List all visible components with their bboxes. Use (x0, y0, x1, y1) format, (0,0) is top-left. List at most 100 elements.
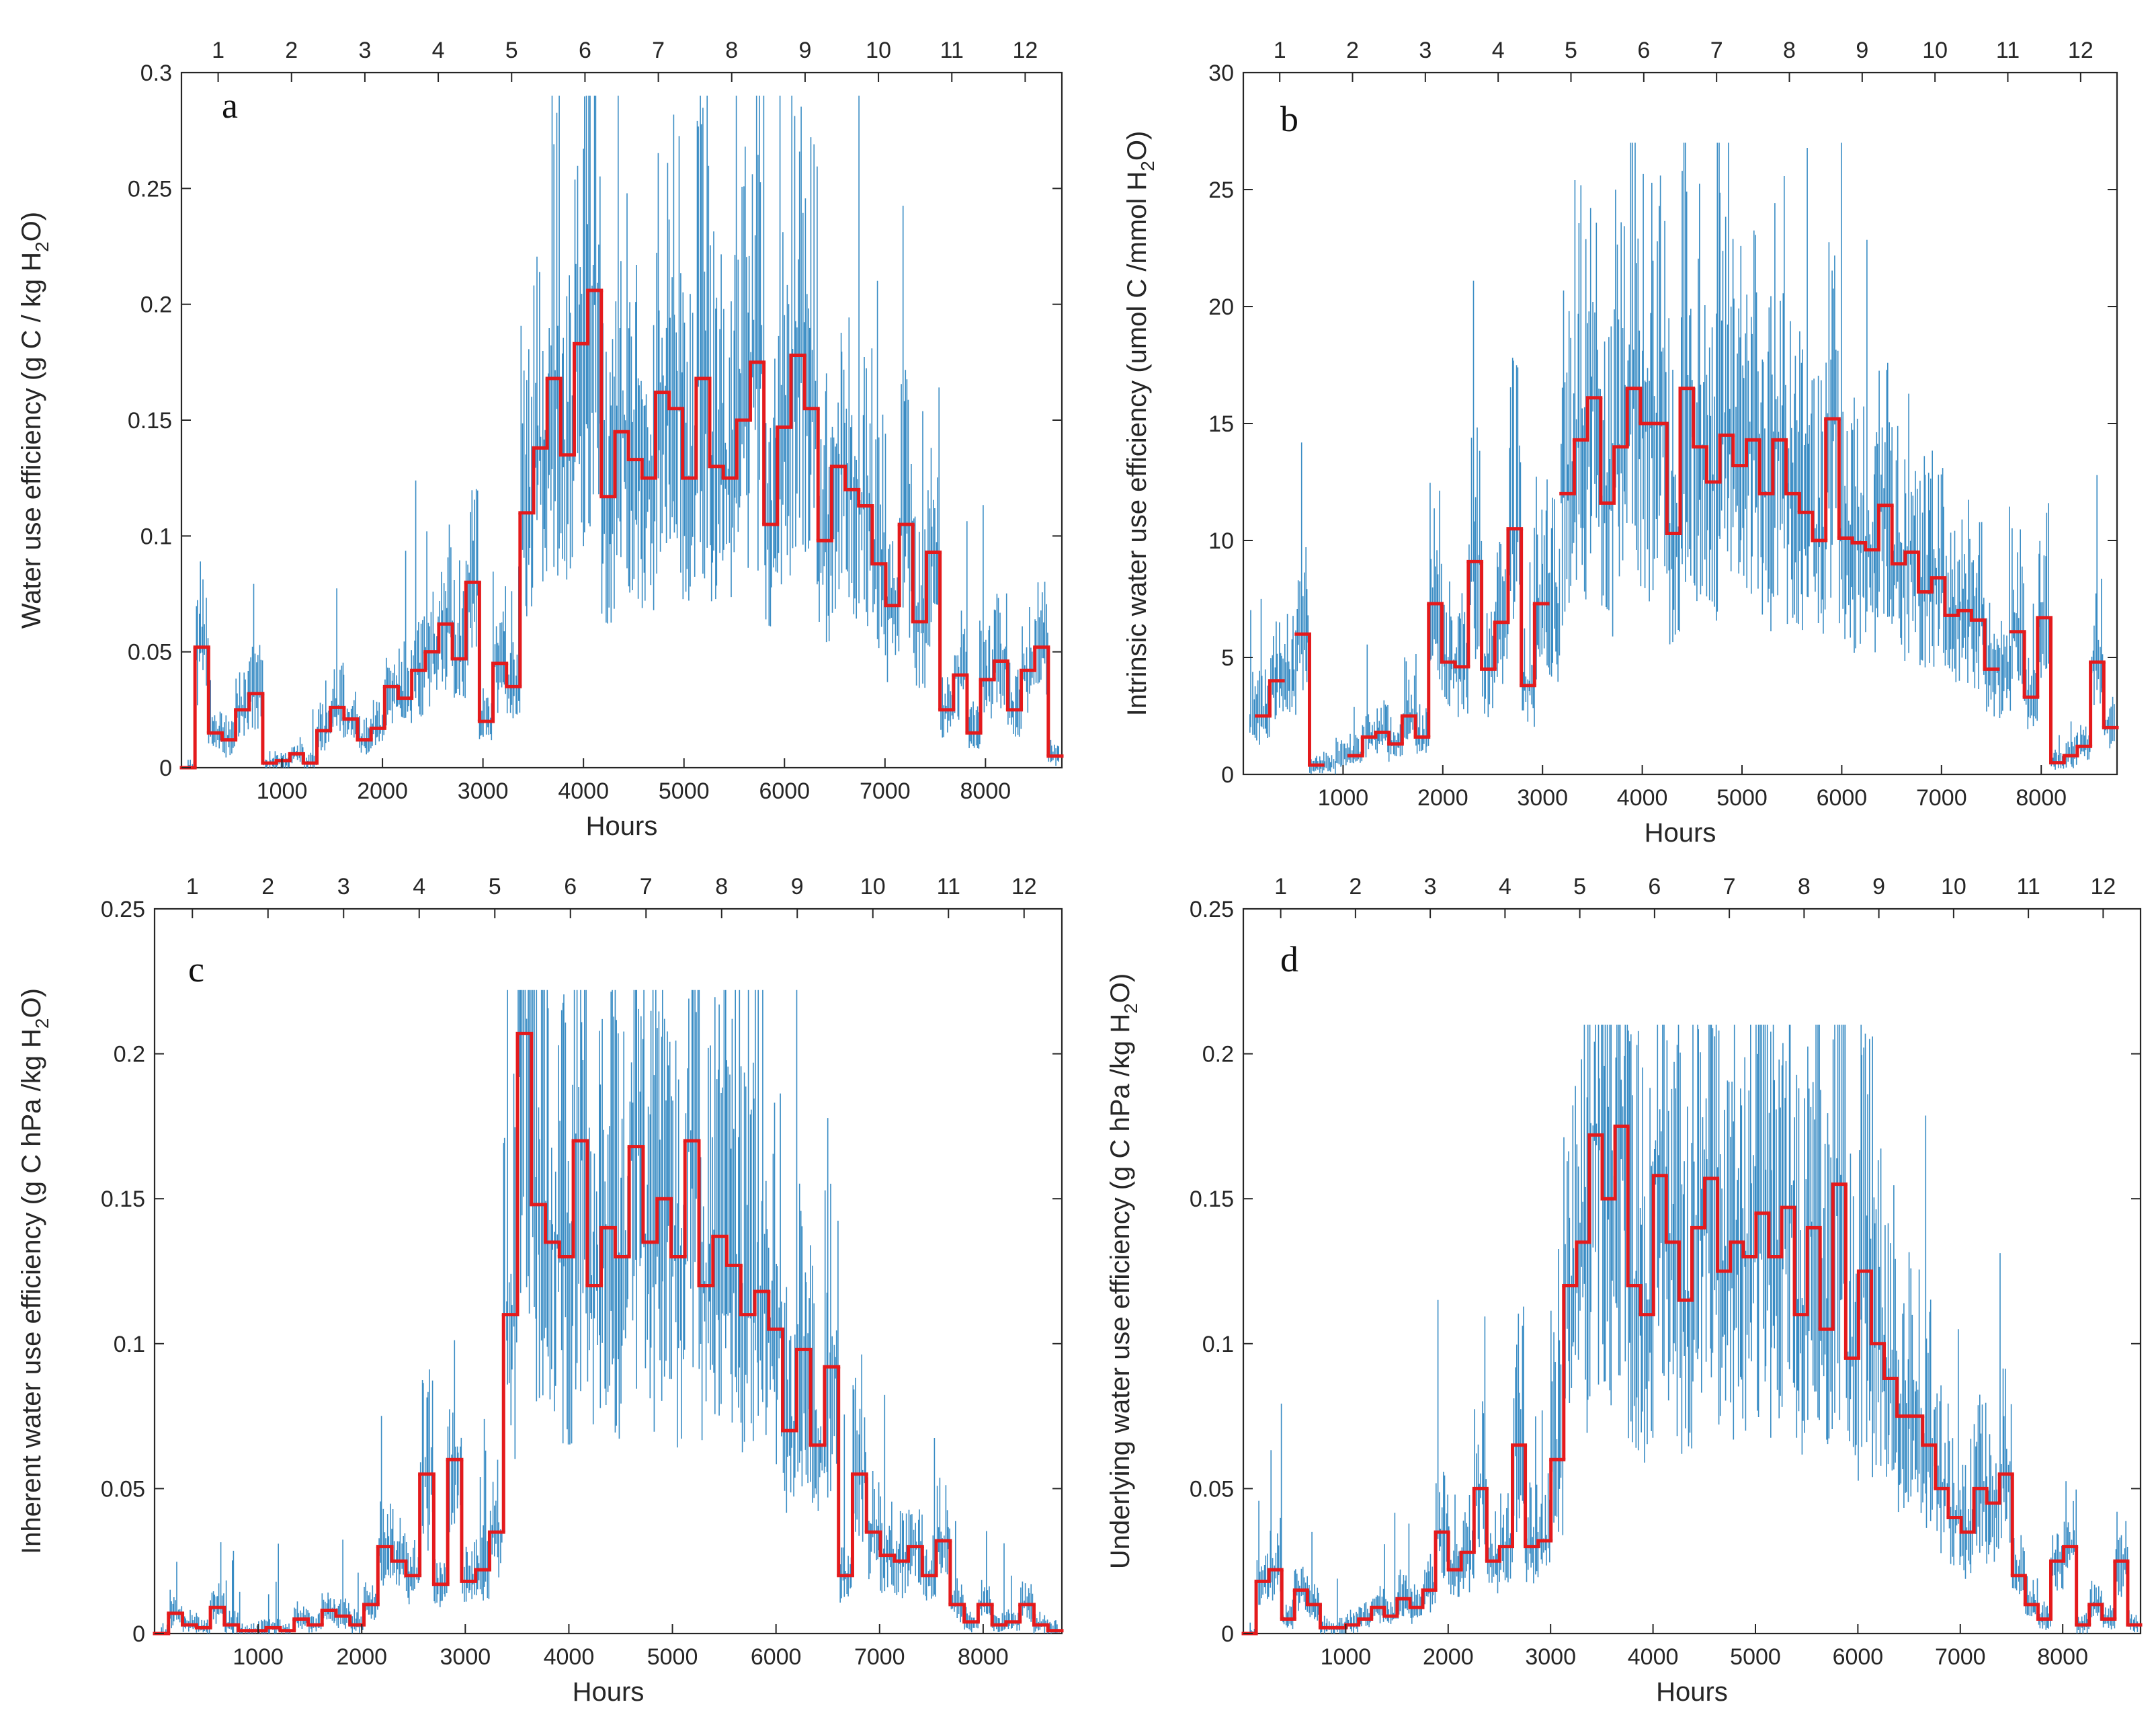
y-tick-label: 0 (159, 756, 172, 781)
y-axis-label-text: O) (17, 988, 46, 1018)
month-tick-label: 12 (1011, 874, 1037, 899)
x-tick-label: 8000 (2016, 785, 2067, 811)
monthly-step-series-b (1255, 387, 2119, 767)
x-tick-label: 7000 (860, 778, 911, 804)
x-tick-label: 8000 (2037, 1644, 2088, 1670)
month-tick-label: 8 (1783, 38, 1796, 63)
y-axis-label-text: Intrinsic water use efficiency (umol C /… (1122, 171, 1152, 717)
month-tick-label: 11 (1996, 38, 2020, 63)
y-tick-label: 0.3 (140, 61, 172, 86)
month-tick-label: 2 (1349, 874, 1362, 899)
y-axis-label-subscript: 2 (32, 1018, 52, 1029)
month-tick-label: 3 (1419, 38, 1432, 63)
month-tick-label: 1 (212, 38, 224, 63)
panel-d: 0 0.05 0.1 0.15 0.2 0.25 1000 2000 3000 4000 5000 6… (1106, 874, 2143, 1707)
month-tick-label: 5 (1573, 874, 1586, 899)
x-tick-label: 2000 (336, 1644, 387, 1670)
y-axis-label-text: Underlying water use efficiency (g C hPa… (1106, 1014, 1135, 1569)
month-tick-label: 2 (1346, 38, 1359, 63)
month-tick-label: 8 (715, 874, 728, 899)
y-axis-label: Water use efficiency (g C / kg H2O) (17, 212, 52, 629)
panel-label: d (1280, 939, 1298, 979)
y-tick-label: 0.25 (101, 897, 145, 922)
y-tick-label: 10 (1208, 528, 1234, 554)
y-tick-label: 0 (1221, 762, 1234, 788)
month-tick-label: 4 (1499, 874, 1511, 899)
month-tick-label: 6 (579, 38, 591, 63)
month-tick-label: 6 (1648, 874, 1661, 899)
y-axis-label-text: O) (17, 212, 46, 241)
y-tick-label: 0.05 (101, 1476, 145, 1502)
panel-a: 0 0.05 0.1 0.15 0.2 0.25 0.3 1000 2000 3000 4000 50… (17, 38, 1064, 841)
y-tick-label: 0.25 (1190, 897, 1234, 922)
month-tick-label: 4 (1492, 38, 1505, 63)
x-tick-label: 1000 (233, 1644, 284, 1670)
month-tick-label: 9 (1872, 874, 1885, 899)
month-tick-label: 5 (489, 874, 501, 899)
y-tick-label: 25 (1208, 177, 1234, 203)
month-tick-label: 3 (1424, 874, 1437, 899)
month-tick-label: 12 (2068, 38, 2093, 63)
x-tick-label: 4000 (558, 778, 609, 804)
y-tick-label: 5 (1221, 645, 1234, 671)
x-tick-label: 6000 (1817, 785, 1868, 811)
month-tick-label: 10 (1941, 874, 1966, 899)
x-tick-label: 8000 (960, 778, 1011, 804)
month-tick-label: 1 (186, 874, 199, 899)
month-tick-label: 3 (358, 38, 371, 63)
panel-label: c (188, 949, 204, 990)
x-tick-label: 5000 (1730, 1644, 1781, 1670)
x-tick-label: 3000 (440, 1644, 491, 1670)
y-axis-label-text: O) (1122, 131, 1152, 161)
y-axis-label: Inherent water use efficiency (g C hPa /… (17, 988, 52, 1554)
x-tick-label: 7000 (1916, 785, 1967, 811)
y-axis-label-text: O) (1106, 973, 1135, 1003)
x-tick-label: 2000 (357, 778, 408, 804)
y-tick-label: 0.1 (114, 1332, 145, 1357)
month-tick-label: 6 (1637, 38, 1650, 63)
x-tick-label: 7000 (854, 1644, 905, 1670)
month-tick-label: 9 (791, 874, 804, 899)
y-tick-label: 0.05 (1190, 1476, 1234, 1502)
month-tick-label: 4 (413, 874, 425, 899)
x-axis-label: Hours (586, 811, 658, 841)
month-tick-label: 1 (1274, 38, 1286, 63)
month-tick-label: 1 (1274, 874, 1287, 899)
y-tick-label: 0.15 (128, 408, 172, 434)
month-tick-label: 12 (2090, 874, 2116, 899)
month-tick-label: 12 (1013, 38, 1038, 63)
hourly-series-d (1249, 1024, 2139, 1634)
month-tick-label: 5 (505, 38, 518, 63)
y-tick-label: 0.1 (1202, 1332, 1234, 1357)
month-tick-label: 10 (860, 874, 886, 899)
y-tick-label: 0.1 (140, 524, 172, 549)
month-tick-label: 2 (261, 874, 274, 899)
month-tick-label: 8 (1798, 874, 1811, 899)
month-tick-label: 9 (1856, 38, 1868, 63)
x-tick-label: 5000 (647, 1644, 698, 1670)
y-tick-label: 20 (1208, 294, 1234, 320)
month-tick-label: 6 (564, 874, 577, 899)
month-tick-label: 3 (337, 874, 350, 899)
y-axis-label: Intrinsic water use efficiency (umol C /… (1122, 131, 1158, 717)
month-tick-label: 7 (1723, 874, 1736, 899)
x-tick-label: 3000 (1525, 1644, 1576, 1670)
month-tick-label: 9 (798, 38, 811, 63)
y-tick-label: 0.25 (128, 176, 172, 202)
y-axis-label-subscript: 2 (1137, 161, 1158, 171)
x-axis-label: Hours (573, 1677, 645, 1707)
y-tick-label: 0.2 (114, 1042, 145, 1068)
x-tick-label: 4000 (544, 1644, 595, 1670)
y-tick-label: 0.2 (140, 292, 172, 318)
x-tick-label: 7000 (1935, 1644, 1986, 1670)
month-tick-label: 10 (866, 38, 891, 63)
y-tick-label: 0.15 (101, 1186, 145, 1212)
x-tick-label: 2000 (1417, 785, 1468, 811)
x-tick-label: 6000 (759, 778, 810, 804)
panel-label: a (222, 85, 238, 126)
y-tick-label: 0.15 (1190, 1186, 1234, 1212)
x-tick-label: 3000 (458, 778, 509, 804)
x-tick-label: 4000 (1617, 785, 1668, 811)
